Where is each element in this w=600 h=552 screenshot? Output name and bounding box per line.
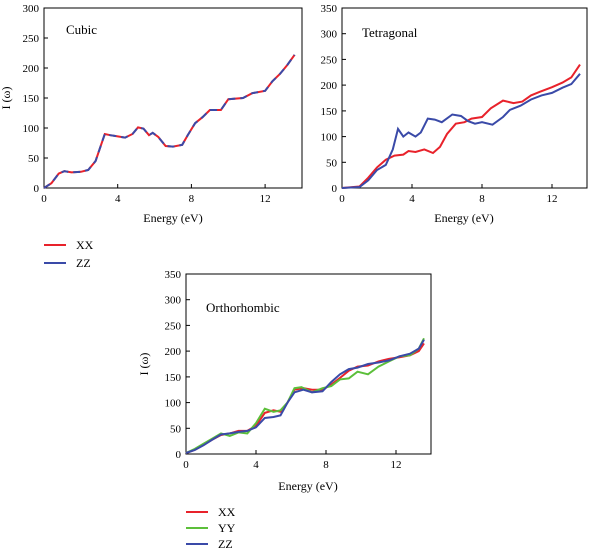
x-ticks-tetragonal: 0 4 8 12	[339, 184, 558, 205]
x-tick-label: 8	[189, 193, 195, 205]
y-tick-label: 0	[332, 183, 338, 195]
y-tick-label: 250	[23, 33, 40, 45]
legend-label-xx: XX	[218, 505, 236, 519]
x-axis-label-cubic: Energy (eV)	[143, 211, 202, 225]
panel-title-tetragonal: Tetragonal	[362, 25, 418, 40]
y-tick-label: 150	[23, 93, 40, 105]
x-tick-label: 12	[547, 193, 558, 205]
x-tick-label: 4	[115, 193, 121, 205]
series-line-zz-cubic	[43, 54, 296, 189]
x-tick-label: 8	[479, 193, 485, 205]
y-tick-label: 200	[321, 80, 338, 92]
y-tick-label: 50	[326, 157, 338, 169]
x-axis-label-orthorhombic: Energy (eV)	[278, 479, 337, 493]
panel-tetragonal: Tetragonal 0 50 100 150 200 250 300 350 …	[321, 3, 588, 225]
y-tick-label: 350	[321, 3, 338, 15]
x-tick-label: 4	[409, 193, 415, 205]
y-tick-label: 100	[321, 132, 338, 144]
panel-cubic: Cubic 0 50 100 150 200 250 300 0 4 8 12	[0, 3, 303, 225]
x-tick-label: 0	[183, 459, 189, 471]
y-tick-label: 350	[165, 269, 182, 281]
y-tick-label: 250	[321, 54, 338, 66]
y-tick-label: 50	[28, 153, 40, 165]
x-ticks-orthorhombic: 0 4 8 12	[183, 450, 402, 471]
y-tick-label: 0	[34, 183, 40, 195]
x-tick-label: 4	[253, 459, 259, 471]
y-tick-label: 250	[165, 320, 182, 332]
legend-label-zz: ZZ	[76, 256, 91, 270]
series-line-zz-tetragonal	[341, 73, 581, 189]
legend-label-zz: ZZ	[218, 537, 233, 551]
y-ticks-orthorhombic: 0 50 100 150 200 250 300 350	[165, 269, 190, 461]
y-tick-label: 0	[176, 449, 182, 461]
y-tick-label: 100	[165, 398, 182, 410]
y-tick-label: 50	[170, 423, 182, 435]
legend-cubic: XX ZZ	[44, 238, 94, 270]
x-ticks-cubic: 0 4 8 12	[41, 184, 271, 205]
plot-frame-tetragonal	[341, 7, 588, 189]
legend-orthorhombic: XX YY ZZ	[186, 505, 236, 551]
panel-orthorhombic: Orthorhombic 0 50 100 150 200 250 300 35…	[137, 269, 432, 493]
panel-title-orthorhombic: Orthorhombic	[206, 300, 280, 315]
series-lines-orthorhombic	[185, 337, 425, 454]
y-axis-label-orthorhombic: I (ω)	[137, 353, 151, 376]
x-tick-label: 0	[41, 193, 47, 205]
x-tick-label: 8	[323, 459, 329, 471]
panel-title-cubic: Cubic	[66, 22, 97, 37]
x-axis-label-tetragonal: Energy (eV)	[434, 211, 493, 225]
series-lines-tetragonal	[341, 64, 581, 189]
series-lines-cubic	[43, 54, 296, 189]
y-tick-label: 200	[165, 346, 182, 358]
plot-frame-orthorhombic	[185, 273, 432, 455]
y-tick-label: 300	[23, 3, 40, 15]
series-line-xx-cubic	[43, 54, 296, 189]
y-tick-label: 150	[321, 106, 338, 118]
y-ticks-cubic: 0 50 100 150 200 250 300	[23, 3, 48, 195]
y-tick-label: 200	[23, 63, 40, 75]
x-tick-label: 0	[339, 193, 345, 205]
legend-label-yy: YY	[218, 521, 236, 535]
y-axis-label-cubic: I (ω)	[0, 87, 13, 110]
y-tick-label: 100	[23, 123, 40, 135]
y-tick-label: 150	[165, 372, 182, 384]
y-ticks-tetragonal: 0 50 100 150 200 250 300 350	[321, 3, 346, 195]
y-tick-label: 300	[321, 29, 338, 41]
legend-label-xx: XX	[76, 238, 94, 252]
x-tick-label: 12	[260, 193, 271, 205]
y-tick-label: 300	[165, 295, 182, 307]
series-line-zz-orthorhombic	[185, 339, 425, 454]
x-tick-label: 12	[391, 459, 402, 471]
